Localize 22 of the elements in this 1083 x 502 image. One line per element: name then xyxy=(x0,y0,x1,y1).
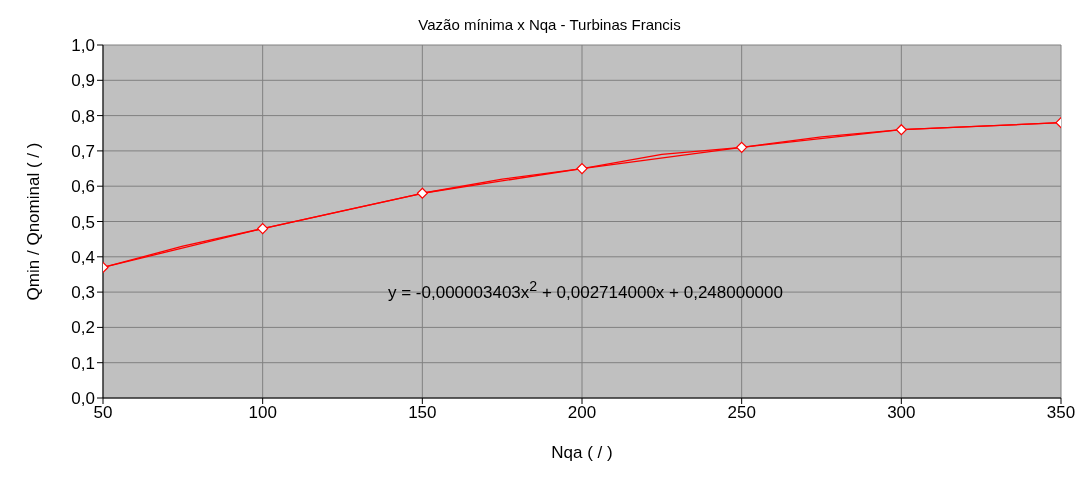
x-tick-label: 300 xyxy=(887,403,916,423)
y-tick-label: 0,4 xyxy=(71,247,95,267)
y-axis-title: Qmin / Qnominal ( / ) xyxy=(24,142,44,301)
x-tick-label: 250 xyxy=(727,403,756,423)
y-tick-label: 0,9 xyxy=(71,71,95,91)
x-tick-label: 50 xyxy=(93,403,113,423)
y-tick-label: 0,2 xyxy=(71,318,95,338)
y-tick-label: 0,8 xyxy=(71,106,95,126)
y-tick-label: 0,1 xyxy=(71,353,95,373)
y-tick-label: 0,3 xyxy=(71,283,95,303)
x-tick-label: 150 xyxy=(408,403,437,423)
y-tick-label: 0,0 xyxy=(71,389,95,409)
x-tick-label: 200 xyxy=(567,403,597,423)
x-tick-label: 100 xyxy=(248,403,277,423)
x-axis-title: Nqa ( / ) xyxy=(551,443,613,462)
annotation: y = -0,000003403x$^{2}$ + 0,002714000x + 0,248000000 xyxy=(388,278,783,303)
chart-title: Vazão mínima x Nqa - Turbinas Francis xyxy=(417,16,682,33)
y-tick-label: 1,0 xyxy=(71,36,95,56)
x-tick-label: 350 xyxy=(1046,403,1076,423)
y-tick-label: 0,7 xyxy=(71,141,95,161)
y-tick-label: 0,5 xyxy=(71,212,95,232)
y-tick-label: 0,6 xyxy=(71,177,95,197)
